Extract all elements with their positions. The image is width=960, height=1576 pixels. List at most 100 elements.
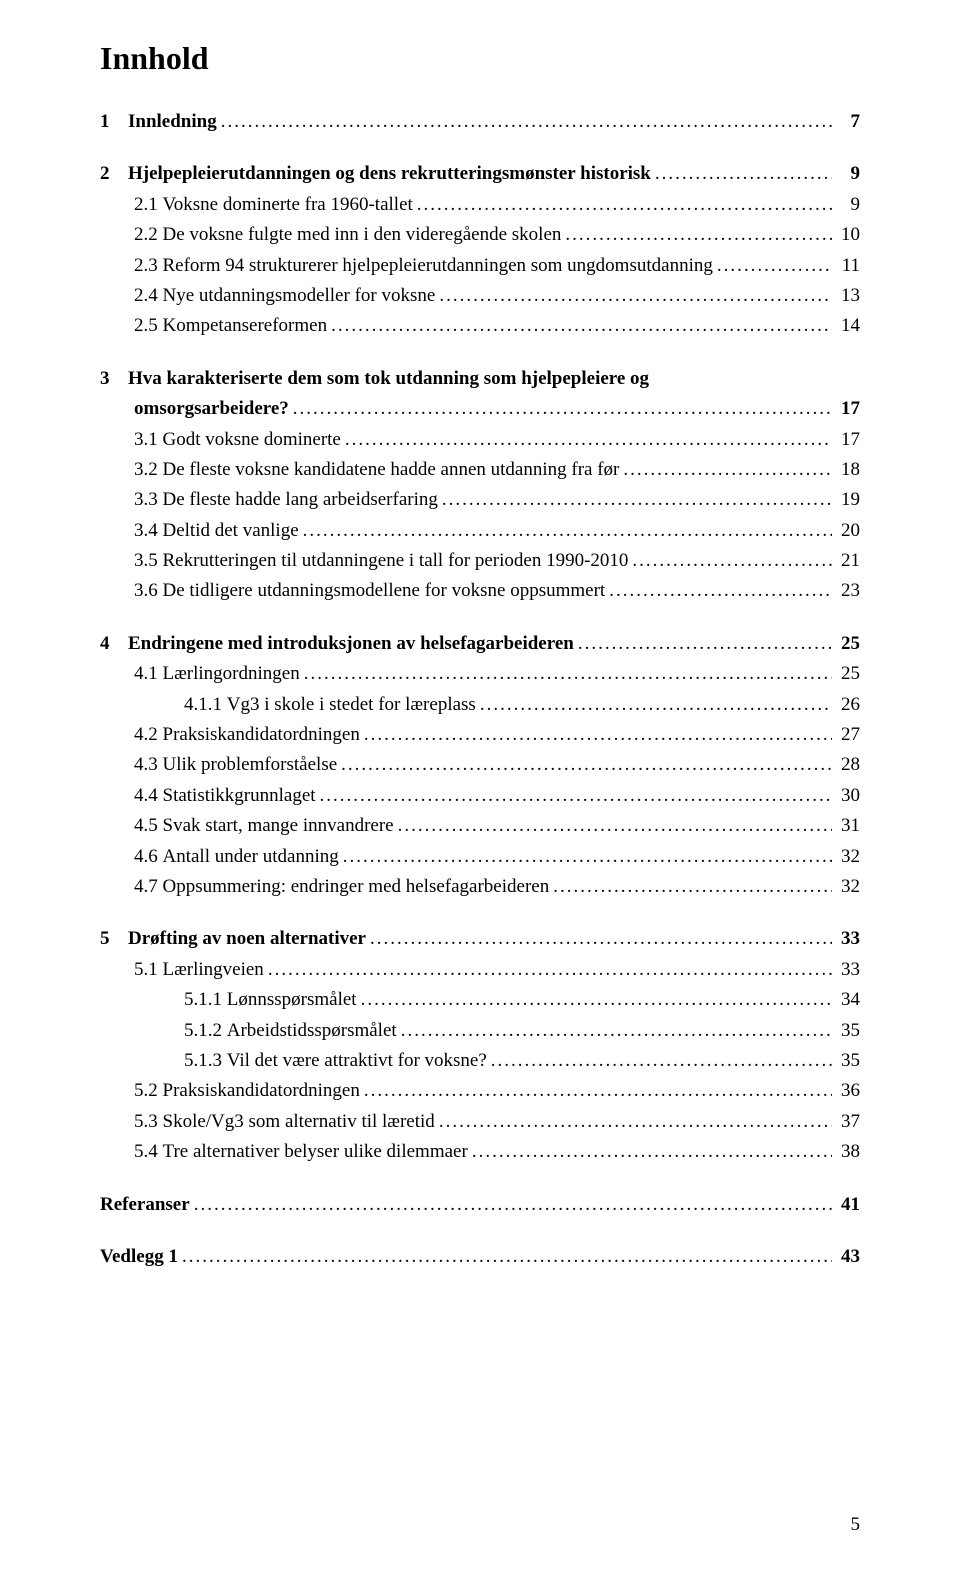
toc-subitem: 4.2 Praksiskandidatordningen 27 [100,720,860,750]
toc-text: Hva karakteriserte dem som tok utdanning… [128,364,649,394]
leader-dots [341,750,832,780]
page-number: 5 [851,1514,861,1536]
toc-subitem: 5.1 Lærlingveien 33 [100,955,860,985]
toc-page: 18 [836,455,860,485]
toc-subsubitem: 5.1.2 Arbeidstidsspørsmålet 35 [100,1016,860,1046]
toc-label: Antall under utdanning [163,846,339,867]
leader-dots [609,576,832,606]
toc-sub: 5.1.2 [184,1016,222,1046]
toc-sub: 3.3 [134,485,158,515]
leader-dots [398,811,832,841]
leader-dots [303,516,832,546]
leader-dots [553,872,832,902]
toc-subitem: 4.6 Antall under utdanning 32 [100,842,860,872]
toc-page: 35 [836,1016,860,1046]
leader-dots [439,281,832,311]
toc-subitem: 2.2 De voksne fulgte med inn i den vider… [100,220,860,250]
toc-page: 25 [836,659,860,689]
toc-page: 37 [836,1107,860,1137]
leader-dots [632,546,832,576]
toc-text: Lærlingveien [158,955,264,985]
toc-text: De fleste voksne kandidatene hadde annen… [158,455,620,485]
toc-subitem: 3.2 De fleste voksne kandidatene hadde a… [100,455,860,485]
toc-text: Referanser [100,1190,190,1220]
toc-subitem: 3.6 De tidligere utdanningsmodellene for… [100,576,860,606]
toc-text: De tidligere utdanningsmodellene for vok… [158,576,605,606]
leader-dots [480,690,832,720]
toc-page: 30 [836,781,860,811]
leader-dots [331,311,832,341]
leader-dots [364,720,832,750]
toc-sub: 3.2 [134,455,158,485]
toc-page: 21 [836,546,860,576]
toc-page: 33 [836,924,860,954]
toc-subitem: 4.4 Statistikkgrunnlaget 30 [100,781,860,811]
toc-sub: 5.1.1 [184,985,222,1015]
toc-label: Nye utdanningsmodeller for voksne [163,285,436,306]
toc-text: De fleste hadde lang arbeidserfaring [158,485,438,515]
toc-vedlegg: Vedlegg 1 43 [100,1242,860,1272]
toc-page: 17 [836,425,860,455]
toc-subitem: 2.1 Voksne dominerte fra 1960-tallet 9 [100,190,860,220]
toc-num: 4 [100,629,128,659]
toc-num: 5 [100,924,128,954]
toc-subsubitem: 5.1.1 Lønnsspørsmålet 34 [100,985,860,1015]
toc-page: 43 [836,1242,860,1272]
leader-dots [304,659,832,689]
toc-page: 36 [836,1076,860,1106]
toc-sub: 4.7 [134,872,158,902]
toc-sub: 5.4 [134,1137,158,1167]
toc-subitem: 4.7 Oppsummering: endringer med helsefag… [100,872,860,902]
toc-subsubitem: 5.1.3 Vil det være attraktivt for voksne… [100,1046,860,1076]
toc-text: Statistikkgrunnlaget [158,781,316,811]
page-title: Innhold [100,40,860,77]
toc-page: 26 [836,690,860,720]
toc-page: 13 [836,281,860,311]
toc-page: 38 [836,1137,860,1167]
toc-page: 32 [836,842,860,872]
toc-page: 23 [836,576,860,606]
toc-sub: 5.3 [134,1107,158,1137]
toc-label: Ulik problemforståelse [163,754,338,775]
toc-sub: 2.5 [134,311,158,341]
toc-text: Deltid det vanlige [158,516,299,546]
toc-label: De fleste voksne kandidatene hadde annen… [163,459,620,480]
toc-heading: Referanser 41 [100,1190,860,1220]
toc-page: 35 [836,1046,860,1076]
toc-sub: 2.2 [134,220,158,250]
leader-dots [717,251,832,281]
toc-text: Hjelpepleierutdanningen og dens rekrutte… [128,159,651,189]
toc-subitem: 3.1 Godt voksne dominerte 17 [100,425,860,455]
toc-heading: Vedlegg 1 43 [100,1242,860,1272]
toc-heading-line2: omsorgsarbeidere? 17 [100,394,860,424]
toc-text: Rekrutteringen til utdanningene i tall f… [158,546,629,576]
toc-section-3: 3 Hva karakteriserte dem som tok utdanni… [100,364,860,607]
toc-text: Lønnsspørsmålet [222,985,357,1015]
toc-label: Voksne dominerte fra 1960-tallet [163,194,413,215]
leader-dots [439,1107,832,1137]
toc-label: Rekrutteringen til utdanningene i tall f… [163,550,629,571]
toc-text: Ulik problemforståelse [158,750,337,780]
leader-dots [565,220,832,250]
toc-text: omsorgsarbeidere? [134,394,289,424]
leader-dots [370,924,832,954]
toc-sub: 2.1 [134,190,158,220]
toc-section-4: 4 Endringene med introduksjonen av helse… [100,629,860,903]
toc-section-5: 5 Drøfting av noen alternativer 33 5.1 L… [100,924,860,1167]
toc-label: Deltid det vanlige [163,520,299,541]
toc-subsubitem: 4.1.1 Vg3 i skole i stedet for læreplass… [100,690,860,720]
leader-dots [578,629,832,659]
toc-label: Praksiskandidatordningen [163,1080,360,1101]
toc-sub: 5.1.3 [184,1046,222,1076]
toc-label: Vil det være attraktivt for voksne? [227,1050,487,1071]
toc-section-1: 1 Innledning 7 [100,107,860,137]
toc-sub: 5.2 [134,1076,158,1106]
toc-text: Arbeidstidsspørsmålet [222,1016,397,1046]
toc-subitem: 3.5 Rekrutteringen til utdanningene i ta… [100,546,860,576]
toc-page: 11 [836,251,860,281]
toc-text: Oppsummering: endringer med helsefagarbe… [158,872,549,902]
toc-label: Kompetansereformen [163,315,328,336]
toc-label: De tidligere utdanningsmodellene for vok… [163,580,606,601]
toc-label: Lønnsspørsmålet [227,989,357,1010]
toc-page: 31 [836,811,860,841]
